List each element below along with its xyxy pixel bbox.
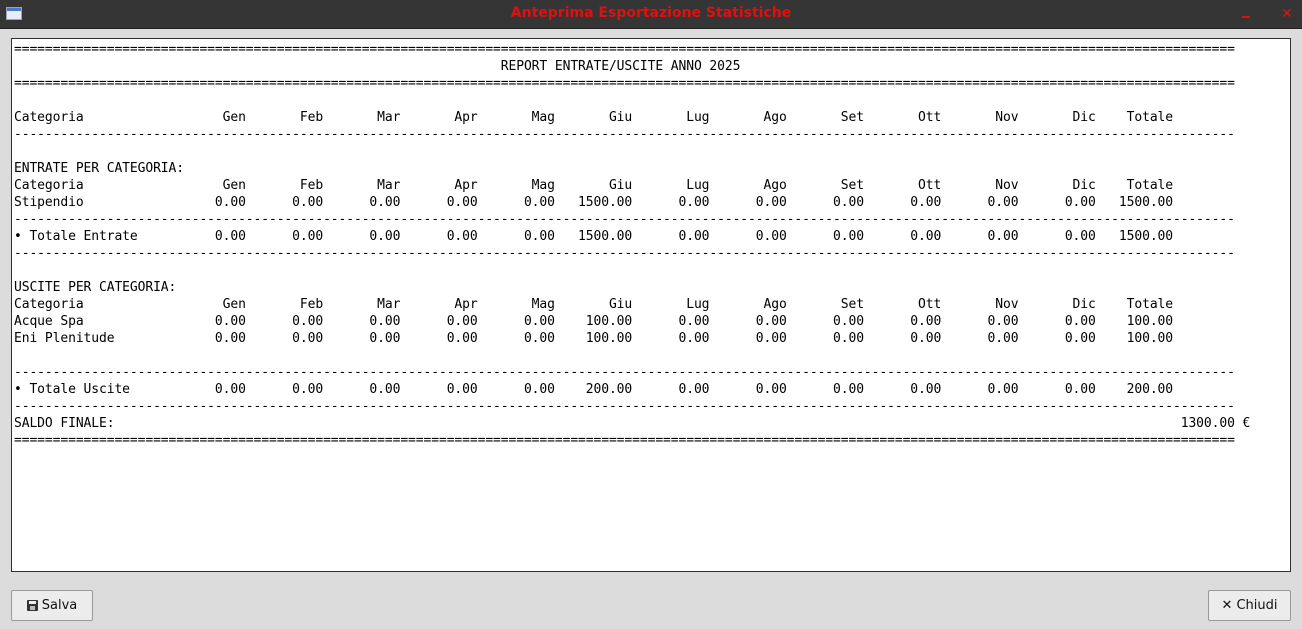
- close-icon: ✕: [1281, 6, 1293, 22]
- report-preview-textarea[interactable]: ========================================…: [11, 38, 1291, 572]
- floppy-disk-icon: [26, 600, 38, 611]
- close-button-label: Chiudi: [1236, 598, 1278, 613]
- window-close-button[interactable]: ✕: [1277, 4, 1297, 24]
- minimize-button[interactable]: [1236, 4, 1256, 24]
- save-button-label: Salva: [41, 598, 78, 613]
- minimize-icon: [1242, 16, 1250, 18]
- save-button[interactable]: Salva: [11, 590, 93, 621]
- x-icon: ✕: [1221, 598, 1233, 613]
- window-title: Anteprima Esportazione Statistiche: [510, 5, 792, 21]
- title-bar: Anteprima Esportazione Statistiche ✕: [0, 0, 1302, 29]
- close-button[interactable]: ✕ Chiudi: [1208, 590, 1291, 621]
- app-window-icon: [6, 7, 22, 20]
- report-text: ========================================…: [14, 42, 1251, 448]
